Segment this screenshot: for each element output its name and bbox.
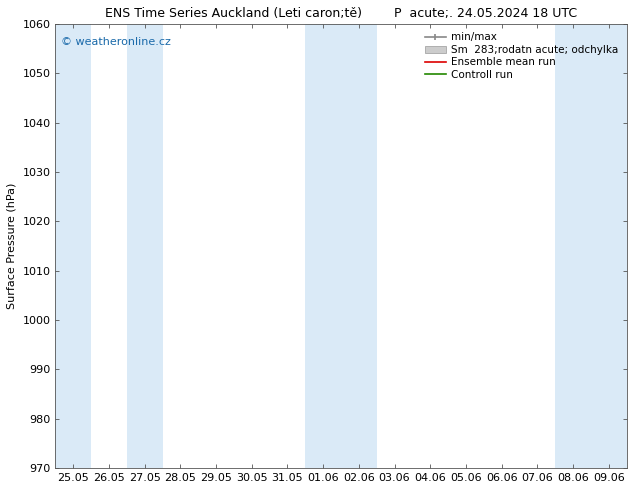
Y-axis label: Surface Pressure (hPa): Surface Pressure (hPa)	[7, 183, 17, 309]
Bar	[306, 24, 341, 468]
Bar	[555, 24, 591, 468]
Legend: min/max, Sm  283;rodatn acute; odchylka, Ensemble mean run, Controll run: min/max, Sm 283;rodatn acute; odchylka, …	[422, 29, 621, 83]
Text: © weatheronline.cz: © weatheronline.cz	[61, 37, 171, 47]
Bar	[591, 24, 626, 468]
Title: ENS Time Series Auckland (Leti caron;tě)        P  acute;. 24.05.2024 18 UTC: ENS Time Series Auckland (Leti caron;tě)…	[105, 7, 577, 20]
Bar	[127, 24, 162, 468]
Bar	[341, 24, 377, 468]
Bar	[56, 24, 91, 468]
